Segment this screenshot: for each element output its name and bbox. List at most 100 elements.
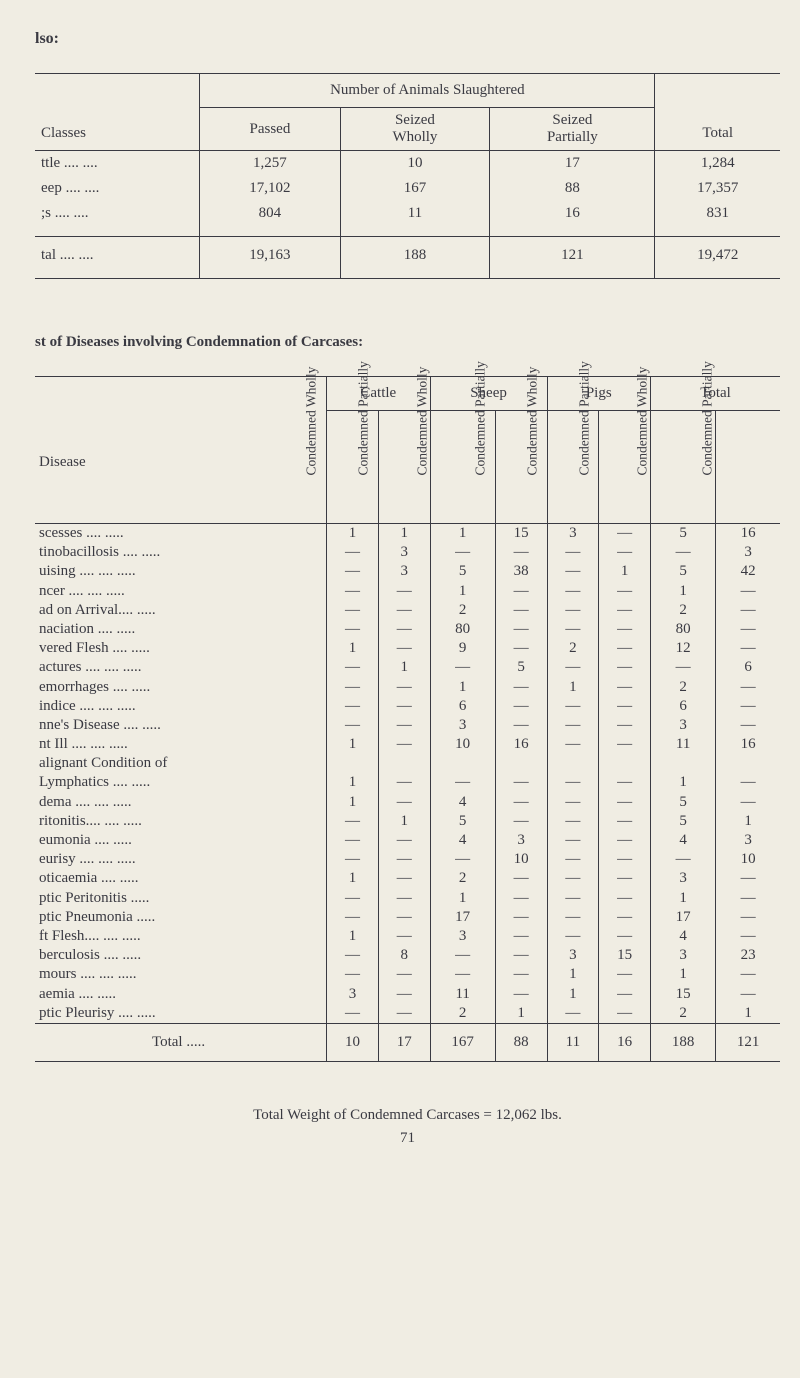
disease-name: oticaemia .... ..... [35,869,327,888]
table-row: oticaemia .... .....1—2———3— [35,869,780,888]
cell-value: — [716,889,780,908]
cell-value: — [378,831,430,850]
cell-value: 1 [378,524,430,544]
disease-name: ft Flesh.... .... ..... [35,927,327,946]
cell-value: 2 [651,678,716,697]
disease-name: naciation .... ..... [35,620,327,639]
table-row: ptic Pneumonia .....——17———17— [35,908,780,927]
disease-name: alignant Condition of [35,754,327,773]
disease-name: ptic Pneumonia ..... [35,908,327,927]
cell-value: 15 [651,985,716,1004]
cell-value: 15 [599,946,651,965]
cell-value: 3 [327,985,379,1004]
cell-value: — [495,965,547,984]
cell-value: — [327,562,379,581]
cell-value: 1 [378,658,430,677]
cell-value: — [599,908,651,927]
cell-value: — [378,793,430,812]
cell-value: 3 [430,716,495,735]
cell-value: 1 [430,524,495,544]
cell-value: — [716,601,780,620]
cell-value: — [495,869,547,888]
cell-value: 1 [547,965,599,984]
cell-value: 16 [716,735,780,754]
cell-value: — [599,1004,651,1024]
cell-value: 12 [651,639,716,658]
cell-value: — [716,716,780,735]
cell-value: — [495,601,547,620]
cell-value: 38 [495,562,547,581]
cell-value: 1 [327,869,379,888]
disease-name: berculosis .... ..... [35,946,327,965]
cell-partially: 17 [490,151,655,177]
cell-value: — [378,735,430,754]
cell-value: — [430,850,495,869]
cell-value: — [378,620,430,639]
cell-value: — [495,697,547,716]
grp-total: Total [651,377,780,411]
cell-value: — [378,908,430,927]
cell-value: — [547,793,599,812]
table-row: ft Flesh.... .... .....1—3———4— [35,927,780,946]
cell-total: 831 [655,201,780,237]
cell-value: 16 [716,524,780,544]
cell-value: — [716,793,780,812]
cell-value: — [495,812,547,831]
cell-value: 8 [378,946,430,965]
cell-value: — [716,773,780,792]
disease-name: actures .... .... ..... [35,658,327,677]
cell-value: 5 [430,812,495,831]
cell-value: 11 [651,735,716,754]
cell-value: — [716,869,780,888]
cell-value: — [495,946,547,965]
cell-value: — [327,601,379,620]
cell-value: — [378,582,430,601]
cell-value: — [547,869,599,888]
cell-value: 10 [430,735,495,754]
cell-value: — [327,716,379,735]
disease-name: nt Ill .... .... ..... [35,735,327,754]
cell-value: — [378,601,430,620]
cell-value: — [547,601,599,620]
disease-name: ritonitis.... .... ..... [35,812,327,831]
cell-value: — [599,965,651,984]
cell-value: — [495,889,547,908]
cell-value: — [716,965,780,984]
cell-value: 1 [327,735,379,754]
cell-value: — [547,927,599,946]
cell-value: 2 [651,601,716,620]
cell-value: 3 [378,562,430,581]
header-word: lso: [35,30,780,48]
cell-value: — [327,543,379,562]
cell-value: — [378,927,430,946]
table-row: mours .... .... .....————1—1— [35,965,780,984]
cell-value: 1 [327,524,379,544]
cell-class: ;s .... .... [35,201,200,237]
cell-value: — [378,773,430,792]
table-row: eep .... ....17,1021678817,357 [35,176,780,201]
table-row: indice .... .... .....——6———6— [35,697,780,716]
col-classes: Classes [35,74,200,151]
cell-value: 17 [651,908,716,927]
disease-name: eurisy .... .... ..... [35,850,327,869]
footer-line: Total Weight of Condemned Carcases = 12,… [35,1107,780,1124]
cell-value: 2 [651,1004,716,1024]
cell-value [547,754,599,773]
cell-value: — [495,716,547,735]
cell-value: — [547,773,599,792]
disease-name: eumonia .... ..... [35,831,327,850]
cell-value: — [327,658,379,677]
disease-name: Lymphatics .... ..... [35,773,327,792]
cell-wholly: 167 [340,176,490,201]
cell-value: — [599,812,651,831]
cell-value: — [716,678,780,697]
cell-value: 1 [327,639,379,658]
cell-value: — [599,658,651,677]
blank-corner [35,377,327,411]
cell-value: — [716,985,780,1004]
cell-value: — [547,620,599,639]
cell-value: 4 [430,831,495,850]
cell-value: 1 [716,812,780,831]
table-row: dema .... .... .....1—4———5— [35,793,780,812]
disease-name: ptic Peritonitis ..... [35,889,327,908]
